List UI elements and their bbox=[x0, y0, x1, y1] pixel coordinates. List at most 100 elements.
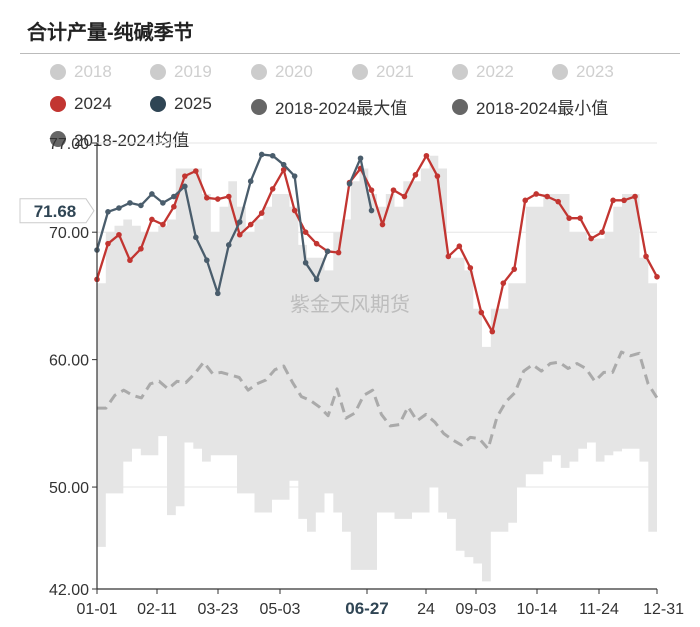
data-point-2025 bbox=[269, 152, 276, 159]
data-point-2024 bbox=[621, 197, 627, 204]
data-point-2024 bbox=[291, 207, 298, 214]
data-point-2024 bbox=[566, 215, 572, 221]
x-tick-label: 12-31 bbox=[643, 601, 684, 618]
data-point-2024 bbox=[489, 328, 496, 335]
legend-label: 2023 bbox=[576, 62, 614, 81]
legend-item-2019[interactable]: 2019 bbox=[150, 62, 212, 82]
legend-item-2023[interactable]: 2023 bbox=[552, 62, 614, 82]
data-point-2025 bbox=[105, 209, 111, 215]
data-point-2025 bbox=[247, 178, 254, 185]
data-point-2024 bbox=[522, 197, 529, 204]
data-point-2025 bbox=[357, 155, 364, 162]
data-point-2024 bbox=[401, 193, 408, 200]
legend-item-2022[interactable]: 2022 bbox=[452, 62, 514, 82]
data-point-2024 bbox=[478, 309, 485, 316]
legend-label: 2022 bbox=[476, 62, 514, 81]
data-point-2025 bbox=[280, 161, 287, 168]
data-point-2025 bbox=[116, 205, 122, 211]
data-point-2024 bbox=[247, 221, 254, 228]
data-point-2024 bbox=[632, 193, 638, 200]
data-point-2024 bbox=[544, 193, 550, 200]
legend-label: 2018-2024最小值 bbox=[476, 99, 609, 118]
data-point-2024 bbox=[138, 245, 144, 252]
data-point-2024 bbox=[599, 229, 605, 235]
x-tick-label: 05-03 bbox=[260, 601, 301, 618]
x-tick-label: 02-11 bbox=[137, 601, 177, 618]
legend-dot-icon bbox=[50, 64, 66, 80]
x-tick-label: 03-23 bbox=[198, 601, 239, 618]
legend-item-2018[interactable]: 2018 bbox=[50, 62, 112, 82]
data-point-2025 bbox=[149, 191, 155, 197]
legend-dot-icon bbox=[150, 64, 166, 80]
data-point-2024 bbox=[204, 194, 210, 201]
data-point-2025 bbox=[346, 180, 353, 187]
legend-label: 2018-2024均值 bbox=[74, 131, 190, 150]
legend-label: 2020 bbox=[275, 62, 313, 81]
x-tick-label: 09-03 bbox=[456, 601, 497, 618]
data-point-2025 bbox=[225, 242, 232, 248]
data-point-2024 bbox=[302, 229, 309, 235]
data-point-2025 bbox=[368, 207, 375, 214]
series-line-2018-2024均值 bbox=[97, 350, 659, 451]
legend-item-2018-2024最小值[interactable]: 2018-2024最小值 bbox=[452, 94, 608, 119]
data-point-2025 bbox=[138, 202, 144, 209]
data-point-2024 bbox=[368, 187, 375, 193]
data-point-2024 bbox=[149, 216, 155, 223]
x-tick-label: 01-01 bbox=[77, 601, 118, 618]
data-point-2024 bbox=[434, 173, 441, 179]
data-point-2025 bbox=[302, 259, 309, 266]
x-tick-label: 10-14 bbox=[517, 601, 558, 618]
data-point-2025 bbox=[313, 276, 320, 283]
data-point-2024 bbox=[588, 235, 594, 242]
legend-item-2020[interactable]: 2020 bbox=[251, 62, 313, 82]
axis-pointer-box bbox=[19, 198, 95, 224]
data-point-2024 bbox=[171, 203, 177, 210]
data-point-2024 bbox=[390, 187, 397, 193]
data-point-2024 bbox=[127, 257, 133, 264]
data-point-2024 bbox=[105, 240, 111, 247]
legend-dot-icon bbox=[452, 98, 468, 115]
series-line-2024 bbox=[95, 154, 659, 333]
data-point-2025 bbox=[182, 183, 188, 190]
y-tick-label: 70.00 bbox=[49, 225, 89, 242]
x-tick-label: 11-24 bbox=[579, 601, 619, 618]
x-tick-label: 24 bbox=[417, 601, 435, 618]
legend-label: 2021 bbox=[376, 62, 414, 81]
data-point-2024 bbox=[511, 266, 518, 272]
data-point-2024 bbox=[577, 215, 583, 221]
data-point-2024 bbox=[182, 173, 188, 179]
data-point-2025 bbox=[214, 290, 221, 297]
legend-label: 2019 bbox=[174, 62, 212, 81]
data-point-2024 bbox=[500, 280, 507, 286]
data-point-2024 bbox=[533, 191, 540, 197]
title-divider bbox=[20, 53, 680, 54]
legend-dot-icon bbox=[50, 96, 66, 112]
legend-item-2024[interactable]: 2024 bbox=[50, 94, 112, 114]
data-point-2024 bbox=[193, 168, 199, 174]
data-point-2024 bbox=[280, 166, 287, 173]
legend-label: 2024 bbox=[74, 94, 112, 113]
data-point-2024 bbox=[412, 172, 419, 178]
data-point-2025 bbox=[291, 173, 298, 179]
legend-item-2018-2024最大值[interactable]: 2018-2024最大值 bbox=[251, 94, 407, 119]
legend-dot-icon bbox=[452, 64, 468, 80]
y-tick-label: 60.00 bbox=[49, 353, 89, 370]
data-point-2024 bbox=[258, 210, 265, 216]
data-point-2024 bbox=[269, 186, 276, 192]
y-tick-label: 42.00 bbox=[49, 582, 89, 599]
axis-pointer-value: 71.68 bbox=[34, 202, 77, 221]
legend-dot-icon bbox=[251, 98, 267, 115]
legend-item-2018-2024均值[interactable]: 2018-2024均值 bbox=[50, 126, 189, 151]
data-point-2025 bbox=[127, 200, 133, 206]
watermark: 紫金天风期货 bbox=[290, 293, 410, 316]
min-max-band bbox=[97, 155, 657, 582]
legend-item-2025[interactable]: 2025 bbox=[150, 94, 212, 114]
legend-item-2021[interactable]: 2021 bbox=[352, 62, 414, 82]
data-point-2024 bbox=[654, 274, 660, 280]
legend-label: 2018 bbox=[74, 62, 112, 81]
data-point-2024 bbox=[160, 221, 166, 228]
data-point-2024 bbox=[214, 196, 221, 202]
data-point-2024 bbox=[116, 231, 122, 238]
